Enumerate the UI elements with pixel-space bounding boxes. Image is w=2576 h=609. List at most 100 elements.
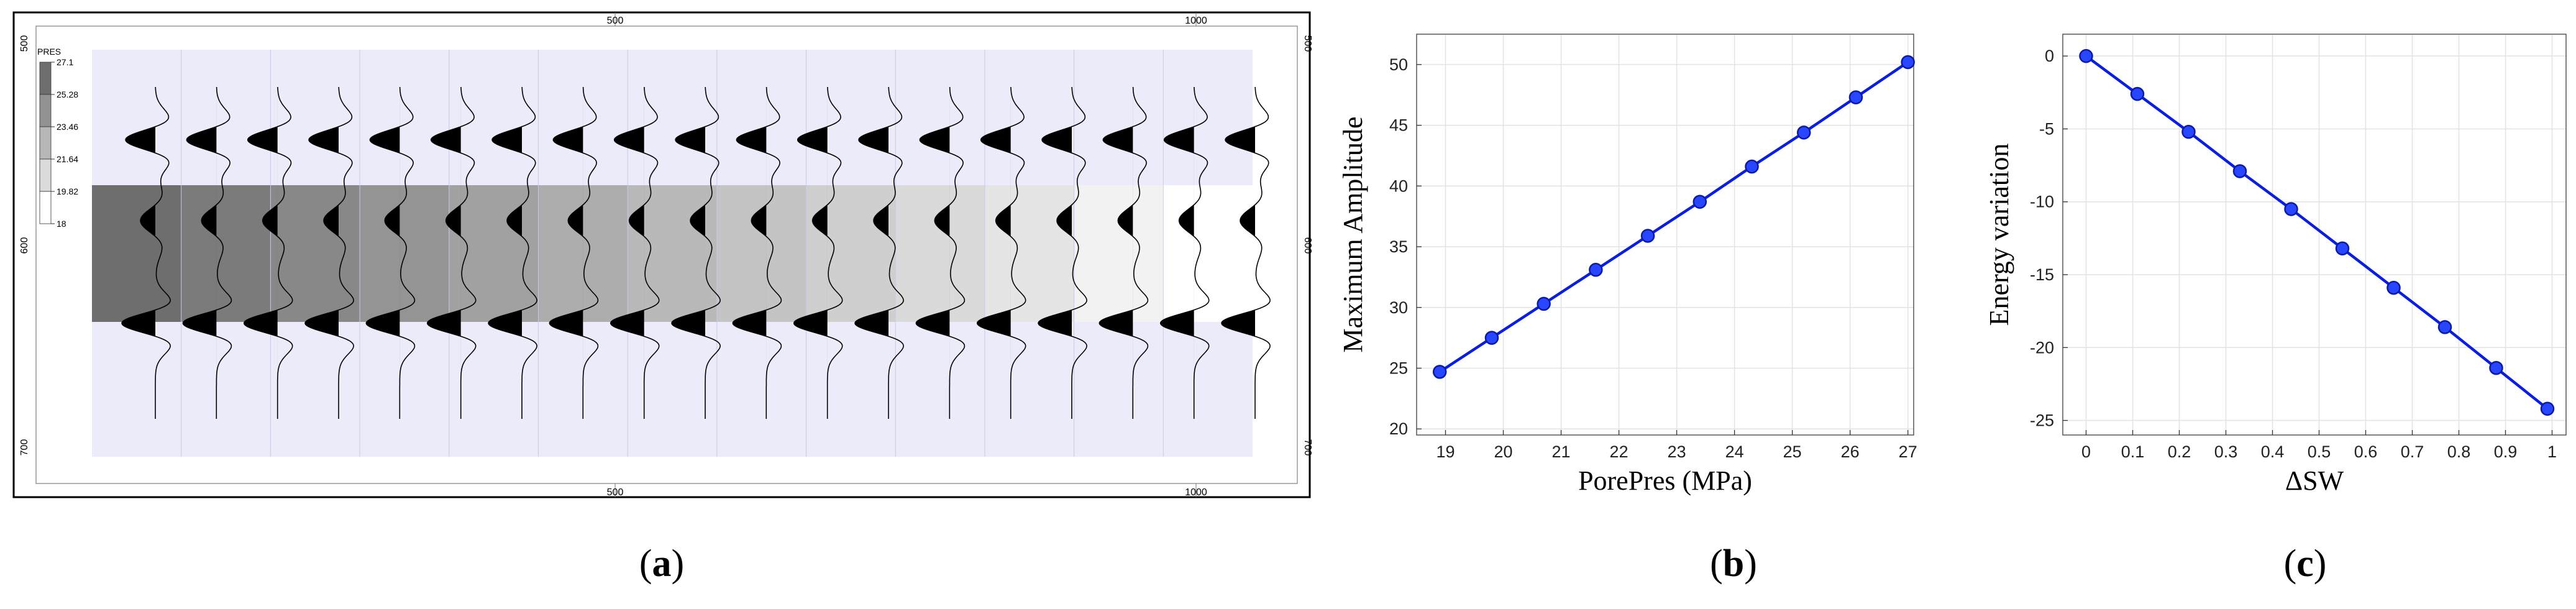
energy-tick-label-y: -5 [2039,119,2054,138]
amp-xlabel: PorePres (MPa) [1578,465,1752,496]
energy-data-point [2437,320,2452,334]
amp-tick-label-x: 23 [1668,442,1686,461]
seismic-trace [1159,86,1210,419]
energy-tick-label-x: 0.9 [2494,442,2518,461]
seismic-trace [1098,86,1149,419]
trace-line [732,86,782,419]
amp-axes-box [1416,34,1914,436]
seismic-trace [304,86,354,419]
trace-line [243,86,293,419]
seismic-trace [915,86,966,419]
energy-tick-label-y: -15 [2030,265,2054,284]
seismic-trace [976,86,1026,419]
amp-data-point [1537,296,1551,311]
frame-tick-label-right: 500 [1302,35,1313,52]
trace-line [793,86,843,419]
trace-line [854,86,904,419]
energy-data-point [2489,360,2503,375]
seismic-trace [610,86,660,419]
frame-tick-label-left: 500 [19,35,30,52]
panel-c: 0 0.1 0.2 0.3 0.4 0.5 0.6 0.7 0.8 0.9 1 0 -5 -10 -15 -2… [1945,0,2576,606]
seismic-trace [182,86,232,419]
reservoir-block [538,185,628,322]
amp-plot-area [1417,34,1914,435]
reservoir-block [270,185,360,322]
energy-tick-label-x: 0.5 [2308,442,2331,461]
amp-tick-label-y: 20 [1389,419,1408,438]
seismic-trace [243,86,293,419]
energy-tick-label-x: 0.1 [2121,442,2145,461]
colorbar-swatch [39,62,52,95]
trace-line [488,86,537,419]
trace-line [365,86,416,419]
frame-tick-label-bottom: 500 [607,487,624,498]
colorbar-label: 21.64 [57,154,78,164]
amp-tick-label-y: 35 [1389,237,1408,256]
amp-data-point [1692,195,1707,209]
amp-tick-label-x: 22 [1610,442,1628,461]
amp-data-point [1640,229,1655,243]
colorbar-swatch [39,158,52,192]
energy-tick-label-x: 1 [2547,442,2557,461]
caption-b: (b) [1710,543,1757,585]
amp-tick-label-x: 20 [1494,442,1513,461]
caption-c-letter: c [2296,543,2314,585]
energy-data-point [2284,202,2298,216]
seismic-trace [488,86,537,419]
frame-tick-label-left: 700 [19,439,30,456]
amp-tick-label-x: 25 [1783,442,1802,461]
panel-b: 19 20 21 22 23 24 25 26 27 20 25 30 35 40 45 50 PorePres… [1323,0,1945,606]
caption-a-letter: a [652,543,672,585]
seismic-trace [854,86,904,419]
colorbar-label: 23.46 [57,122,78,132]
amp-data-point [1432,365,1447,379]
seismic-trace [671,86,721,419]
energy-tick-label-y: -20 [2030,338,2054,357]
amp-tick-label-y: 25 [1389,359,1408,378]
amp-tick-label-y: 40 [1389,176,1408,195]
seismic-trace [426,86,477,419]
trace-line [976,86,1026,419]
colorbar-swatch [39,191,52,224]
amp-data-point [1901,55,1915,70]
energy-data-point [2335,241,2350,256]
seismic-trace [549,86,599,419]
energy-chart: 0 0.1 0.2 0.3 0.4 0.5 0.6 0.7 0.8 0.9 1 0 -5 -10 -15 -2… [1984,34,2567,496]
colorbar-swatch [39,126,52,160]
energy-data-point [2181,124,2196,139]
reservoir-block [895,185,985,322]
seismic-trace [121,86,171,419]
energy-tick-label-x: 0.4 [2261,442,2285,461]
trace-line [549,86,599,419]
trace-line [671,86,721,419]
reservoir-block [181,185,271,322]
amp-tick-label-x: 27 [1899,442,1917,461]
seismic-section: 500 1000 500 1000 500 600 700 500 600 700 PRES27.1… [12,11,1313,498]
colorbar-swatch [39,94,52,127]
colorbar-label: 19.82 [57,186,78,196]
energy-series-line [2085,55,2549,410]
energy-tick-label-y: 0 [2045,47,2054,65]
energy-data-point [2540,401,2555,416]
frame-tick-label-top: 1000 [1185,16,1207,26]
caption-a: (a) [639,543,685,585]
energy-tick-label-x: 0.6 [2354,442,2378,461]
trace-line [304,86,354,419]
amp-data-point [1848,90,1863,104]
trace-line [1221,86,1271,419]
energy-tick-label-y: -10 [2030,193,2054,211]
reservoir-block [806,185,896,322]
energy-xlabel: ΔSW [2285,465,2344,496]
seismic-trace [365,86,416,419]
reservoir-block [449,185,539,322]
energy-data-point [2130,86,2145,101]
inner-frame [35,25,1298,484]
amp-tick-label-y: 50 [1389,55,1408,74]
trace-line [1038,86,1087,419]
frame-tick-label-left: 600 [19,237,30,254]
energy-tick-label-x: 0.8 [2447,442,2471,461]
energy-axes-box [2062,34,2567,436]
frame-tick-label-right: 700 [1302,439,1313,456]
energy-tick-label-x: 0 [2081,442,2091,461]
energy-data-point [2386,280,2401,295]
